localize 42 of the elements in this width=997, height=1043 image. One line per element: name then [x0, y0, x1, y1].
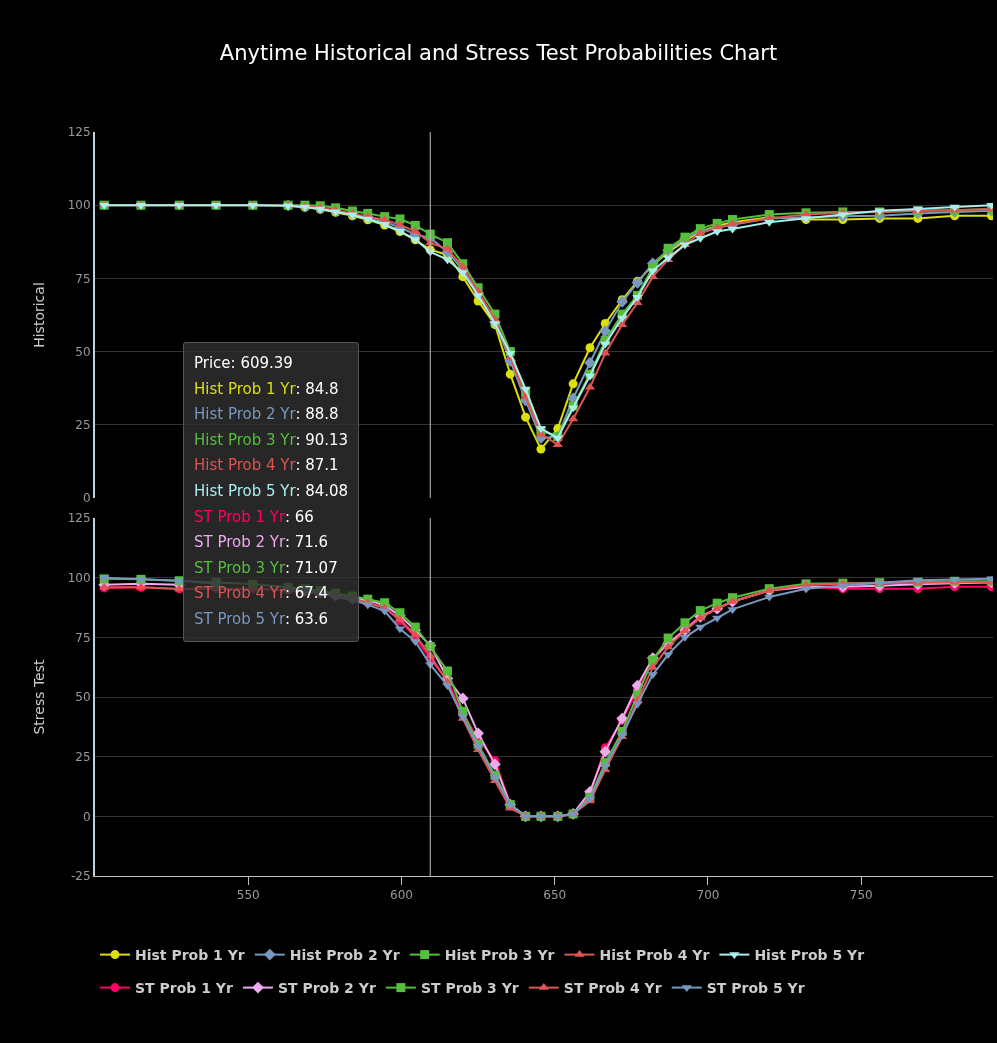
- annotation: ST Prob 1 Yr: 66: [194, 507, 314, 526]
- annotation: Hist Prob 2 Yr: 88.8: [194, 405, 339, 424]
- legend-label: Hist Prob 2 Yr: [289, 947, 400, 964]
- y-axis-title: Historical: [30, 282, 47, 348]
- x-tick-label: 650: [543, 888, 567, 903]
- legend-label: Hist Prob 1 Yr: [135, 947, 245, 964]
- legend-label: ST Prob 5 Yr: [706, 980, 805, 997]
- legend-label: Hist Prob 5 Yr: [754, 947, 865, 964]
- annotation: ST Prob 3 Yr: 71.07: [194, 558, 338, 577]
- y-axis-title: Stress Test: [30, 658, 47, 735]
- y-tick-label: 100: [67, 570, 91, 585]
- legend-label: ST Prob 2 Yr: [277, 980, 376, 997]
- y-tick-label: 125: [67, 511, 91, 526]
- y-tick-label: 25: [75, 418, 91, 432]
- x-tick-label: 550: [236, 888, 260, 903]
- annotation: ST Prob 5 Yr: 63.6: [194, 609, 329, 628]
- y-tick-label: 125: [67, 125, 91, 140]
- annotation: Hist Prob 4 Yr: 87.1: [194, 456, 339, 475]
- y-tick-label: -25: [70, 869, 91, 884]
- annotation: Hist Prob 3 Yr: 90.13: [194, 430, 349, 449]
- annotation: Hist Prob 5 Yr: 84.08: [194, 481, 349, 500]
- y-tick-label: 50: [75, 690, 91, 705]
- y-tick-label: 100: [67, 198, 91, 213]
- annotation: ST Prob 4 Yr: 67.4: [194, 584, 329, 603]
- annotation: Price: 609.39: [194, 353, 294, 374]
- annotation: Hist Prob 1 Yr: 84.8: [194, 379, 339, 398]
- annotation: ST Prob 2 Yr: 71.6: [194, 533, 329, 552]
- y-tick-label: 50: [75, 344, 91, 359]
- chart-title: Anytime Historical and Stress Test Probabilities Chart: [219, 41, 778, 66]
- legend-label: Hist Prob 4 Yr: [599, 947, 710, 964]
- legend-label: ST Prob 4 Yr: [563, 980, 662, 997]
- legend-label: ST Prob 3 Yr: [420, 980, 519, 997]
- legend-label: Hist Prob 3 Yr: [444, 947, 555, 964]
- y-tick-label: 25: [75, 749, 91, 764]
- legend-label: ST Prob 1 Yr: [135, 980, 233, 997]
- y-tick-label: 0: [82, 491, 91, 506]
- y-tick-label: 75: [75, 271, 91, 286]
- y-tick-label: 75: [75, 630, 91, 645]
- x-tick-label: 750: [849, 888, 873, 903]
- y-tick-label: 0: [82, 809, 91, 824]
- x-tick-label: 700: [696, 888, 720, 903]
- x-tick-label: 600: [390, 888, 413, 903]
